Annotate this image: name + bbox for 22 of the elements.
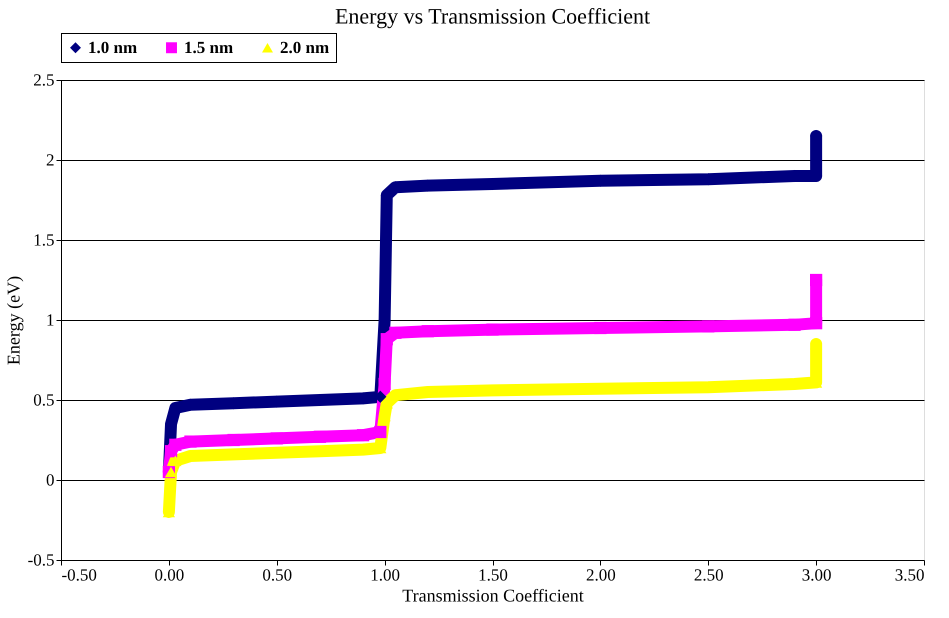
legend-label: 1.5 nm <box>184 38 234 57</box>
x-tick-label: 2.50 <box>694 566 724 584</box>
legend-label: 1.0 nm <box>88 38 138 57</box>
legend-label: 2.0 nm <box>280 38 330 57</box>
y-tick-label: 1.5 <box>33 230 54 250</box>
x-tick-label: 1.00 <box>370 566 400 584</box>
x-tick-label: 0.50 <box>262 566 292 584</box>
y-tick-label: -0.5 <box>28 550 54 570</box>
x-tick-label: -0.50 <box>62 566 97 584</box>
x-tick-label: 3.00 <box>802 566 832 584</box>
y-tick-label: 1 <box>46 310 54 330</box>
x-tick-label: 3.50 <box>894 566 924 584</box>
y-tick-label: 2 <box>46 150 54 170</box>
y-tick-label: 0.5 <box>33 390 54 410</box>
x-axis-title: Transmission Coefficient <box>402 586 584 606</box>
y-axis-title: Energy (eV) <box>4 276 24 366</box>
x-tick-label: 0.00 <box>154 566 184 584</box>
y-tick-label: 0 <box>46 470 54 490</box>
x-tick-label: 1.50 <box>478 566 508 584</box>
chart-title: Energy vs Transmission Coefficient <box>334 4 650 28</box>
y-tick-label: 2.5 <box>33 70 54 90</box>
x-tick-label: 2.00 <box>586 566 616 584</box>
